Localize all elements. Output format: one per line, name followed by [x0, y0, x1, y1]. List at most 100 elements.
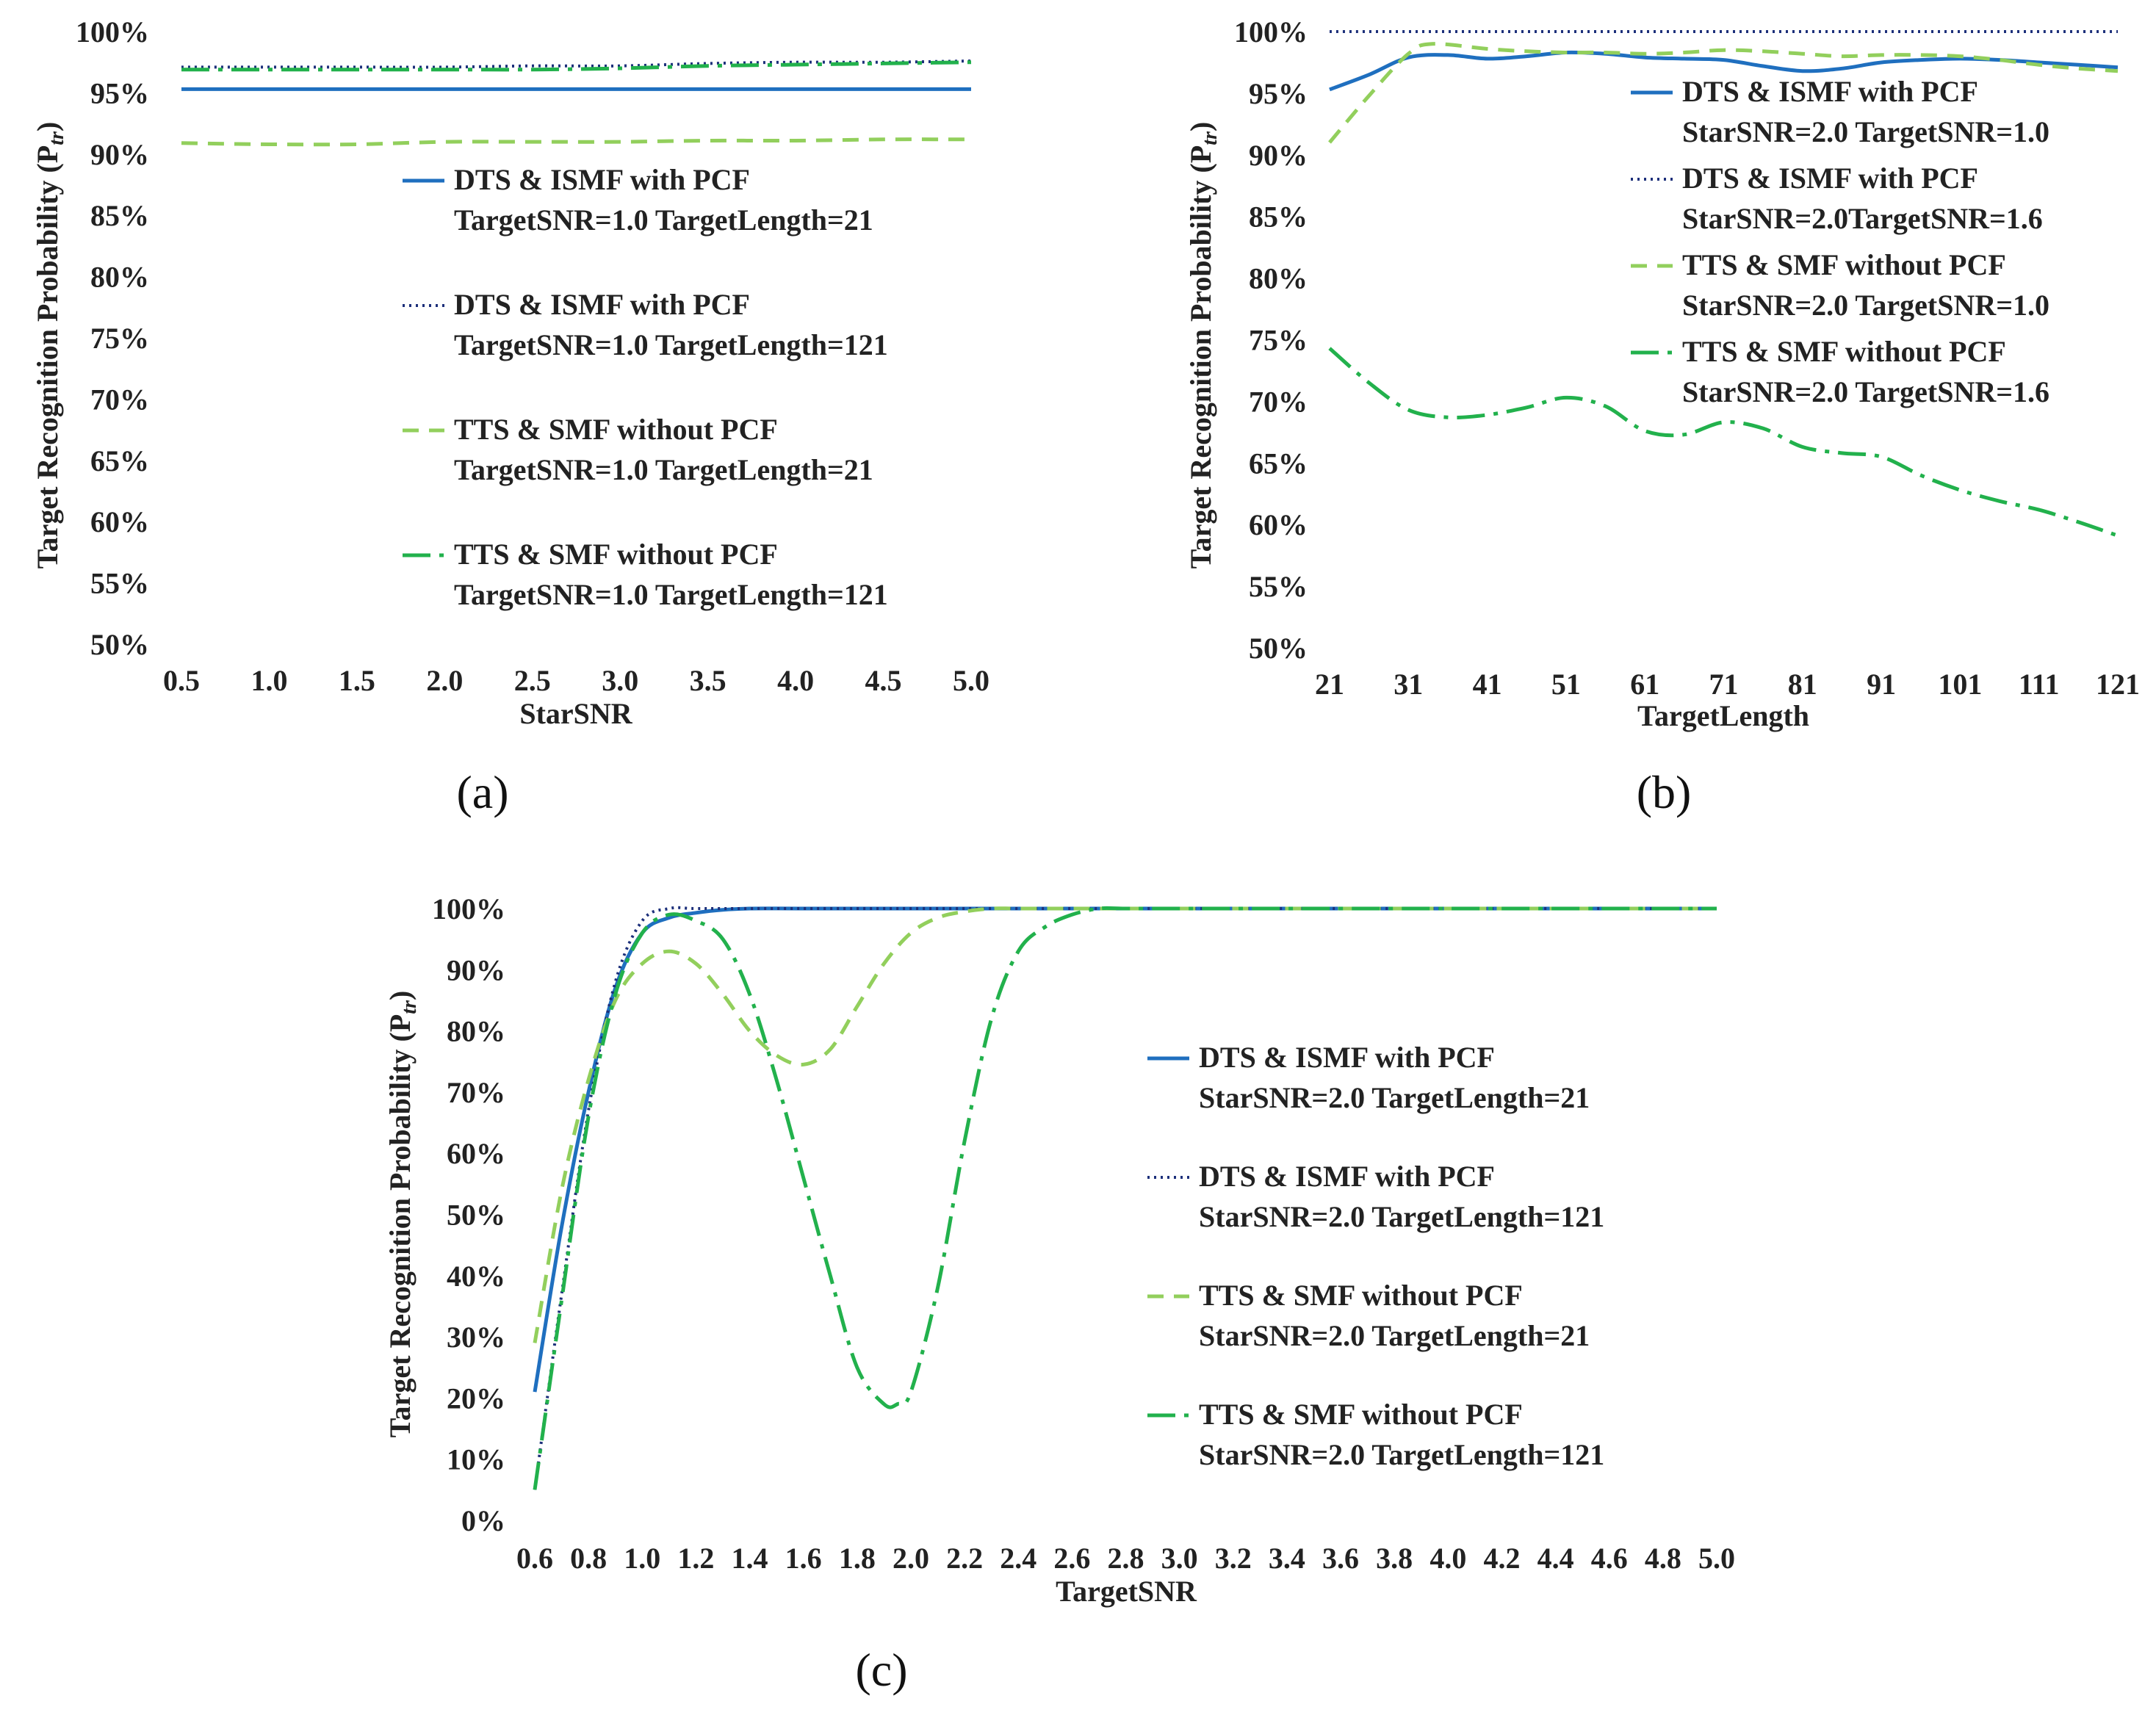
legend-entry-name: TTS & SMF without PCF	[454, 538, 778, 571]
x-tick-label: 3.4	[1269, 1542, 1305, 1575]
y-axis-label: Target Recognition Probability (Ptr)	[31, 122, 68, 569]
x-tick-label: 2.4	[1000, 1542, 1036, 1575]
legend-entry-params: StarSNR=2.0 TargetSNR=1.6	[1682, 375, 2049, 408]
x-tick-label: 3.8	[1376, 1542, 1413, 1575]
y-tick-label: 80%	[1249, 262, 1308, 295]
y-tick-label: 55%	[1249, 570, 1308, 603]
y-tick-label: 100%	[1234, 15, 1308, 48]
series-line-tts_dashdot	[1328, 347, 2119, 538]
y-tick-label: 60%	[447, 1137, 505, 1170]
legend-entry-name: DTS & ISMF with PCF	[1682, 75, 1978, 108]
series-line-dts_dotted	[533, 906, 1717, 1490]
series-line-tts_dashdot	[533, 906, 1717, 1490]
x-tick-label: 2.2	[946, 1542, 983, 1575]
x-tick-label: 4.2	[1483, 1542, 1520, 1575]
x-tick-label: 1.0	[624, 1542, 660, 1575]
chart-caption: (c)	[855, 1644, 907, 1696]
x-tick-label: 81	[1788, 668, 1817, 701]
x-tick-label: 2.8	[1108, 1542, 1144, 1575]
x-tick-label: 121	[2096, 668, 2140, 701]
y-tick-label: 100%	[432, 892, 505, 925]
x-tick-label: 3.0	[1161, 1542, 1198, 1575]
y-tick-label: 70%	[90, 383, 149, 416]
legend-entry-params: TargetSNR=1.0 TargetLength=21	[454, 203, 873, 237]
y-axis-label: Target Recognition Probability (Ptr)	[383, 991, 421, 1438]
chart-caption: (b)	[1637, 766, 1692, 818]
legend-entry-name: DTS & ISMF with PCF	[454, 288, 750, 321]
y-tick-label: 65%	[90, 444, 149, 477]
x-tick-label: 3.2	[1215, 1542, 1252, 1575]
x-tick-label: 1.8	[839, 1542, 876, 1575]
legend-entry-params: StarSNR=2.0 TargetLength=21	[1199, 1319, 1590, 1352]
y-tick-label: 40%	[447, 1260, 505, 1293]
x-tick-label: 4.5	[865, 664, 902, 697]
x-tick-label: 1.6	[785, 1542, 822, 1575]
x-tick-label: 1.2	[677, 1542, 714, 1575]
y-tick-label: 95%	[1249, 77, 1308, 110]
y-tick-label: 0%	[461, 1504, 505, 1537]
x-tick-label: 111	[2019, 668, 2060, 701]
x-tick-label: 2.5	[514, 664, 551, 697]
x-tick-label: 1.5	[339, 664, 375, 697]
y-tick-label: 70%	[1249, 385, 1308, 418]
y-tick-label: 60%	[1249, 508, 1308, 541]
legend-entry-name: DTS & ISMF with PCF	[454, 163, 750, 196]
y-tick-label: 65%	[1249, 447, 1308, 480]
x-tick-label: 4.0	[1429, 1542, 1466, 1575]
legend-entry-params: StarSNR=2.0 TargetSNR=1.0	[1682, 289, 2049, 322]
x-tick-label: 0.6	[516, 1542, 553, 1575]
x-tick-label: 2.0	[426, 664, 463, 697]
x-tick-label: 4.8	[1645, 1542, 1681, 1575]
chart-caption: (a)	[456, 766, 508, 818]
legend-entry-name: TTS & SMF without PCF	[454, 413, 778, 446]
x-tick-label: 4.4	[1537, 1542, 1574, 1575]
legend-entry-params: StarSNR=2.0 TargetSNR=1.0	[1682, 115, 2049, 148]
x-tick-label: 41	[1473, 668, 1502, 701]
legend-entry-params: StarSNR=2.0 TargetLength=21	[1199, 1081, 1590, 1114]
x-tick-label: 0.8	[570, 1542, 607, 1575]
y-tick-label: 60%	[90, 505, 149, 538]
chart-c: 0% 10% 20% 30% 40% 50% 60% 70% 80% 90% 100% 0.6 0.8 1…	[383, 892, 1735, 1696]
legend-entry-name: TTS & SMF without PCF	[1682, 335, 2006, 368]
legend-entry-name: DTS & ISMF with PCF	[1682, 162, 1978, 195]
legend-entry-name: DTS & ISMF with PCF	[1199, 1160, 1495, 1193]
series-line-tts_dashed	[1328, 42, 2119, 144]
legend-entry-name: TTS & SMF without PCF	[1199, 1398, 1523, 1431]
y-tick-label: 90%	[90, 138, 149, 171]
x-tick-label: 3.5	[690, 664, 727, 697]
x-tick-label: 91	[1867, 668, 1896, 701]
y-tick-label: 70%	[447, 1076, 505, 1109]
y-tick-label: 75%	[1249, 324, 1308, 357]
x-tick-label: 2.0	[893, 1542, 929, 1575]
y-tick-label: 100%	[76, 15, 149, 48]
x-tick-label: 5.0	[953, 664, 989, 697]
y-tick-label: 80%	[447, 1015, 505, 1048]
x-tick-label: 3.6	[1322, 1542, 1359, 1575]
legend-entry-name: TTS & SMF without PCF	[1682, 248, 2006, 281]
y-tick-label: 50%	[1249, 632, 1308, 665]
y-tick-label: 55%	[90, 567, 149, 600]
y-tick-label: 85%	[90, 199, 149, 232]
x-tick-label: 1.4	[732, 1542, 768, 1575]
y-tick-label: 90%	[1249, 139, 1308, 172]
y-tick-label: 85%	[1249, 201, 1308, 234]
legend-entry-params: TargetSNR=1.0 TargetLength=121	[454, 328, 888, 361]
chart-a: 50% 55% 60% 65% 70% 75% 80% 85% 90% 95% 100% 0.5 1.0…	[31, 15, 989, 818]
y-tick-label: 10%	[447, 1443, 505, 1476]
y-tick-label: 20%	[447, 1382, 505, 1415]
series-line-tts_dashdot	[181, 60, 972, 72]
y-tick-label: 30%	[447, 1321, 505, 1354]
series-line-tts_dashed	[533, 906, 1717, 1343]
x-tick-label: 21	[1315, 668, 1344, 701]
legend-entry-name: DTS & ISMF with PCF	[1199, 1041, 1495, 1074]
x-tick-label: 1.0	[250, 664, 287, 697]
x-axis-label: TargetSNR	[1056, 1575, 1197, 1608]
y-tick-label: 80%	[90, 261, 149, 294]
y-tick-label: 50%	[90, 628, 149, 661]
y-tick-label: 50%	[447, 1199, 505, 1232]
y-tick-label: 90%	[447, 953, 505, 986]
x-tick-label: 101	[1938, 668, 1982, 701]
legend-entry-params: TargetSNR=1.0 TargetLength=121	[454, 578, 888, 611]
legend-entry-params: TargetSNR=1.0 TargetLength=21	[454, 453, 873, 486]
